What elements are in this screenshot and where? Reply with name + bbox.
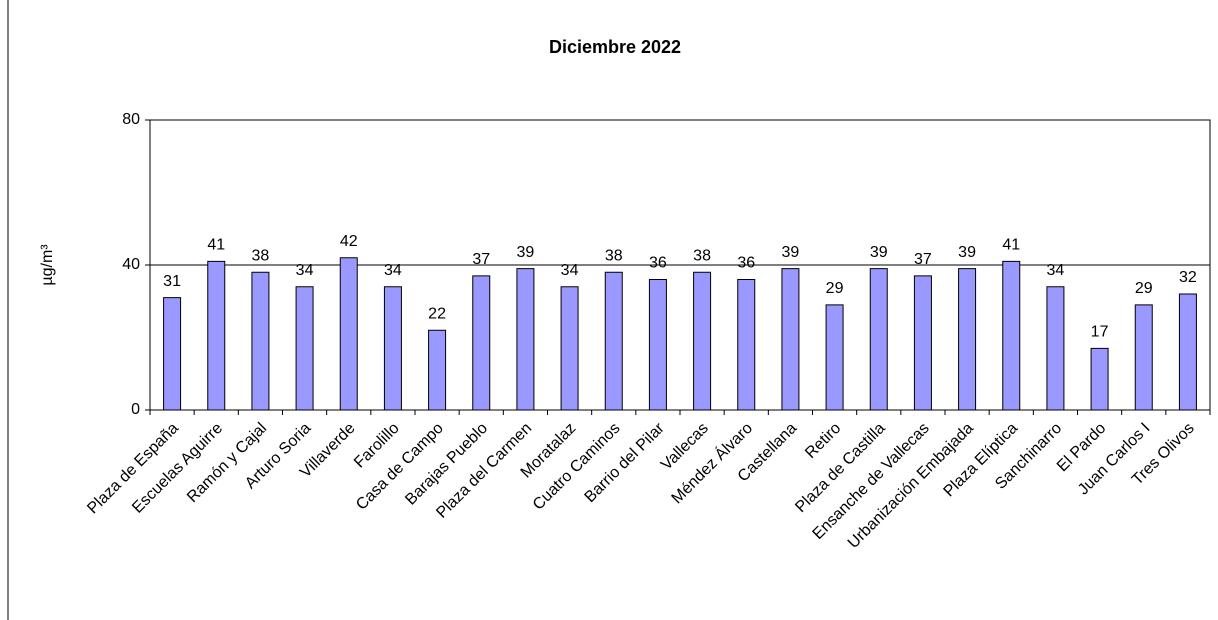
bar [648,279,667,411]
data-label: 34 [1047,262,1065,279]
bar [1046,286,1065,411]
y-tick-label: 80 [122,111,140,128]
bar [1002,260,1021,411]
data-label: 41 [207,237,225,254]
data-label: 37 [472,251,490,268]
y-tick-label: 40 [122,256,140,273]
bar [737,279,756,411]
data-label: 34 [296,262,314,279]
bar [339,257,358,411]
data-label: 17 [1091,324,1109,341]
data-label: 31 [163,273,181,290]
bar [958,268,977,411]
data-label: 34 [384,262,402,279]
bar [207,260,226,411]
data-label: 29 [1135,280,1153,297]
bar [516,268,535,411]
data-label: 42 [340,233,358,250]
data-label: 34 [561,262,579,279]
x-tick-label: Ramón y Cajal [184,420,270,506]
data-label: 39 [782,244,800,261]
data-label: 37 [914,251,932,268]
x-tick-label: Retiro [802,420,844,462]
data-label: 36 [737,255,755,272]
bar [1090,347,1109,411]
bar [383,286,402,411]
bar [560,286,579,411]
chart-title: Diciembre 2022 [549,37,681,57]
data-label: 38 [605,247,623,264]
bar [251,271,270,411]
bar [781,268,800,411]
bar [163,297,182,411]
data-label: 32 [1179,269,1197,286]
bar [825,304,844,411]
data-label: 38 [693,247,711,264]
data-label: 22 [428,305,446,322]
data-label: 39 [958,244,976,261]
bar [913,275,932,411]
x-tick-label: Barrio del Pilar [582,419,669,506]
data-label: 38 [252,247,270,264]
y-tick-label: 0 [131,401,140,418]
bar [428,329,447,411]
bar [604,271,623,411]
data-label: 39 [870,244,888,261]
data-label: 36 [649,255,667,272]
bar [869,268,888,411]
bar [1134,304,1153,411]
bar [693,271,712,411]
bar [472,275,491,411]
data-label: 29 [826,280,844,297]
bar [295,286,314,411]
y-axis-label: µg/m³ [39,244,56,286]
bar [1178,293,1197,411]
data-label: 41 [1002,237,1020,254]
data-label: 39 [517,244,535,261]
